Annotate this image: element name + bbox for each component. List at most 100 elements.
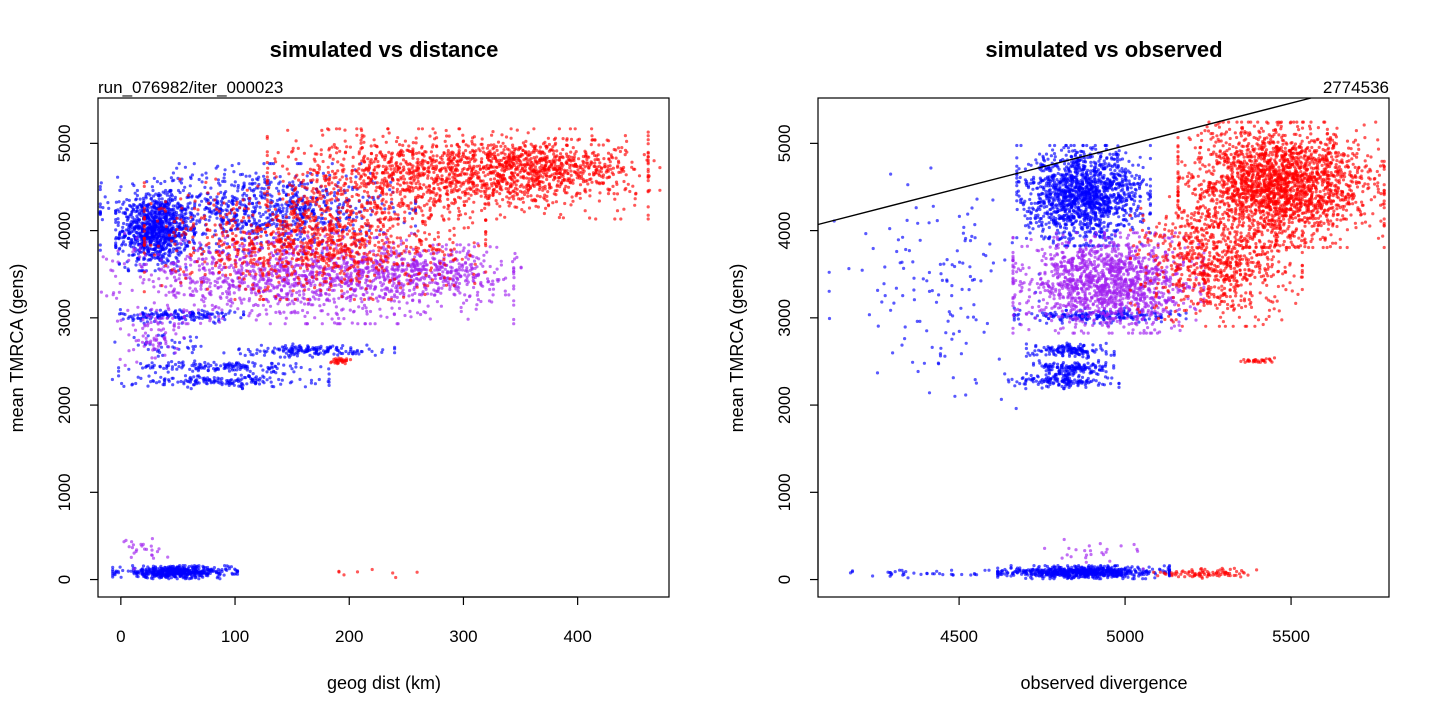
data-point-blue [163,239,167,243]
data-point-purple [479,262,483,266]
data-point-purple [116,249,120,253]
data-point-blue [319,365,323,369]
data-point-purple [454,272,458,276]
data-point-red [416,229,420,233]
data-point-purple [148,341,152,345]
data-point-blue [114,245,118,250]
data-point-purple [391,284,395,288]
data-point-blue [130,230,134,234]
data-point-purple [365,309,369,313]
data-point-blue [154,231,158,235]
data-point-blue [272,385,276,389]
data-point-red [401,261,405,265]
data-point-blue [232,184,236,188]
data-point-purple [109,268,113,272]
data-point-blue [139,362,143,366]
data-point-blue [408,211,412,215]
data-point-purple [512,303,516,307]
data-point-purple [310,257,314,261]
data-point-purple [232,291,236,295]
data-point-blue [158,308,162,312]
data-point-blue [202,376,206,380]
data-point-purple [203,304,207,308]
data-point-purple [111,259,115,263]
data-point-blue [287,355,291,359]
data-point-blue [98,205,102,209]
data-point-purple [267,276,271,280]
data-point-red [160,284,164,288]
data-point-blue [148,240,152,244]
data-point-purple [463,273,467,277]
data-point-blue [134,230,138,234]
data-point-purple [495,278,499,282]
data-point-blue [169,566,173,570]
data-point-purple [487,299,492,303]
data-point-blue [169,176,173,180]
data-point-purple [479,283,483,287]
data-point-blue [212,367,216,371]
data-point-red [245,188,249,192]
data-point-purple [242,297,246,301]
data-point-blue [150,229,154,233]
data-point-blue [98,202,102,206]
data-point-purple [384,292,388,296]
data-point-blue [116,175,120,179]
data-point-blue [189,387,193,391]
data-point-blue [157,380,161,384]
data-point-blue [254,197,258,201]
data-point-purple [392,299,396,303]
data-point-purple [279,289,284,293]
data-point-purple [222,280,226,284]
data-point-blue [158,364,162,368]
data-point-blue [126,569,130,573]
data-point-blue [176,313,180,317]
data-point-blue [272,370,276,374]
data-point-purple [379,314,383,318]
data-point-purple [115,296,119,300]
data-point-red [336,256,340,260]
data-point-blue [152,248,157,252]
data-point-blue [212,320,216,324]
data-point-blue [176,201,180,205]
data-point-blue [218,183,222,187]
data-point-blue [204,171,208,175]
data-point-purple [441,270,445,274]
data-point-blue [214,363,218,367]
data-point-purple [283,322,287,326]
data-point-blue [232,368,237,372]
data-point-blue [305,174,309,178]
data-point-blue [144,213,149,217]
data-point-purple [253,277,257,281]
data-point-blue [351,223,355,227]
data-point-blue [136,343,140,347]
data-point-red [412,257,416,262]
data-point-blue [114,200,118,204]
data-point-blue [146,234,150,238]
data-point-purple [205,262,209,266]
data-point-purple [193,287,197,291]
data-point-purple [326,312,330,316]
data-point-purple [499,263,503,267]
data-point-red [477,244,481,248]
data-point-purple [137,338,141,342]
data-point-purple [228,283,232,287]
data-point-blue [192,564,197,568]
data-point-blue [344,228,348,232]
data-point-purple [317,297,321,301]
data-point-red [452,283,456,287]
data-point-red [396,222,400,226]
data-point-purple [371,249,375,253]
data-point-purple [202,300,206,304]
data-point-blue [322,199,326,203]
data-point-blue [186,244,190,248]
data-point-purple [499,259,503,263]
data-point-purple [143,324,147,328]
data-point-blue [309,381,313,385]
data-point-purple [345,290,349,294]
data-point-blue [198,375,202,379]
data-point-purple [448,285,452,289]
data-point-purple [119,318,123,322]
data-point-blue [276,204,280,208]
data-point-purple [162,336,166,340]
data-point-purple [167,307,171,312]
